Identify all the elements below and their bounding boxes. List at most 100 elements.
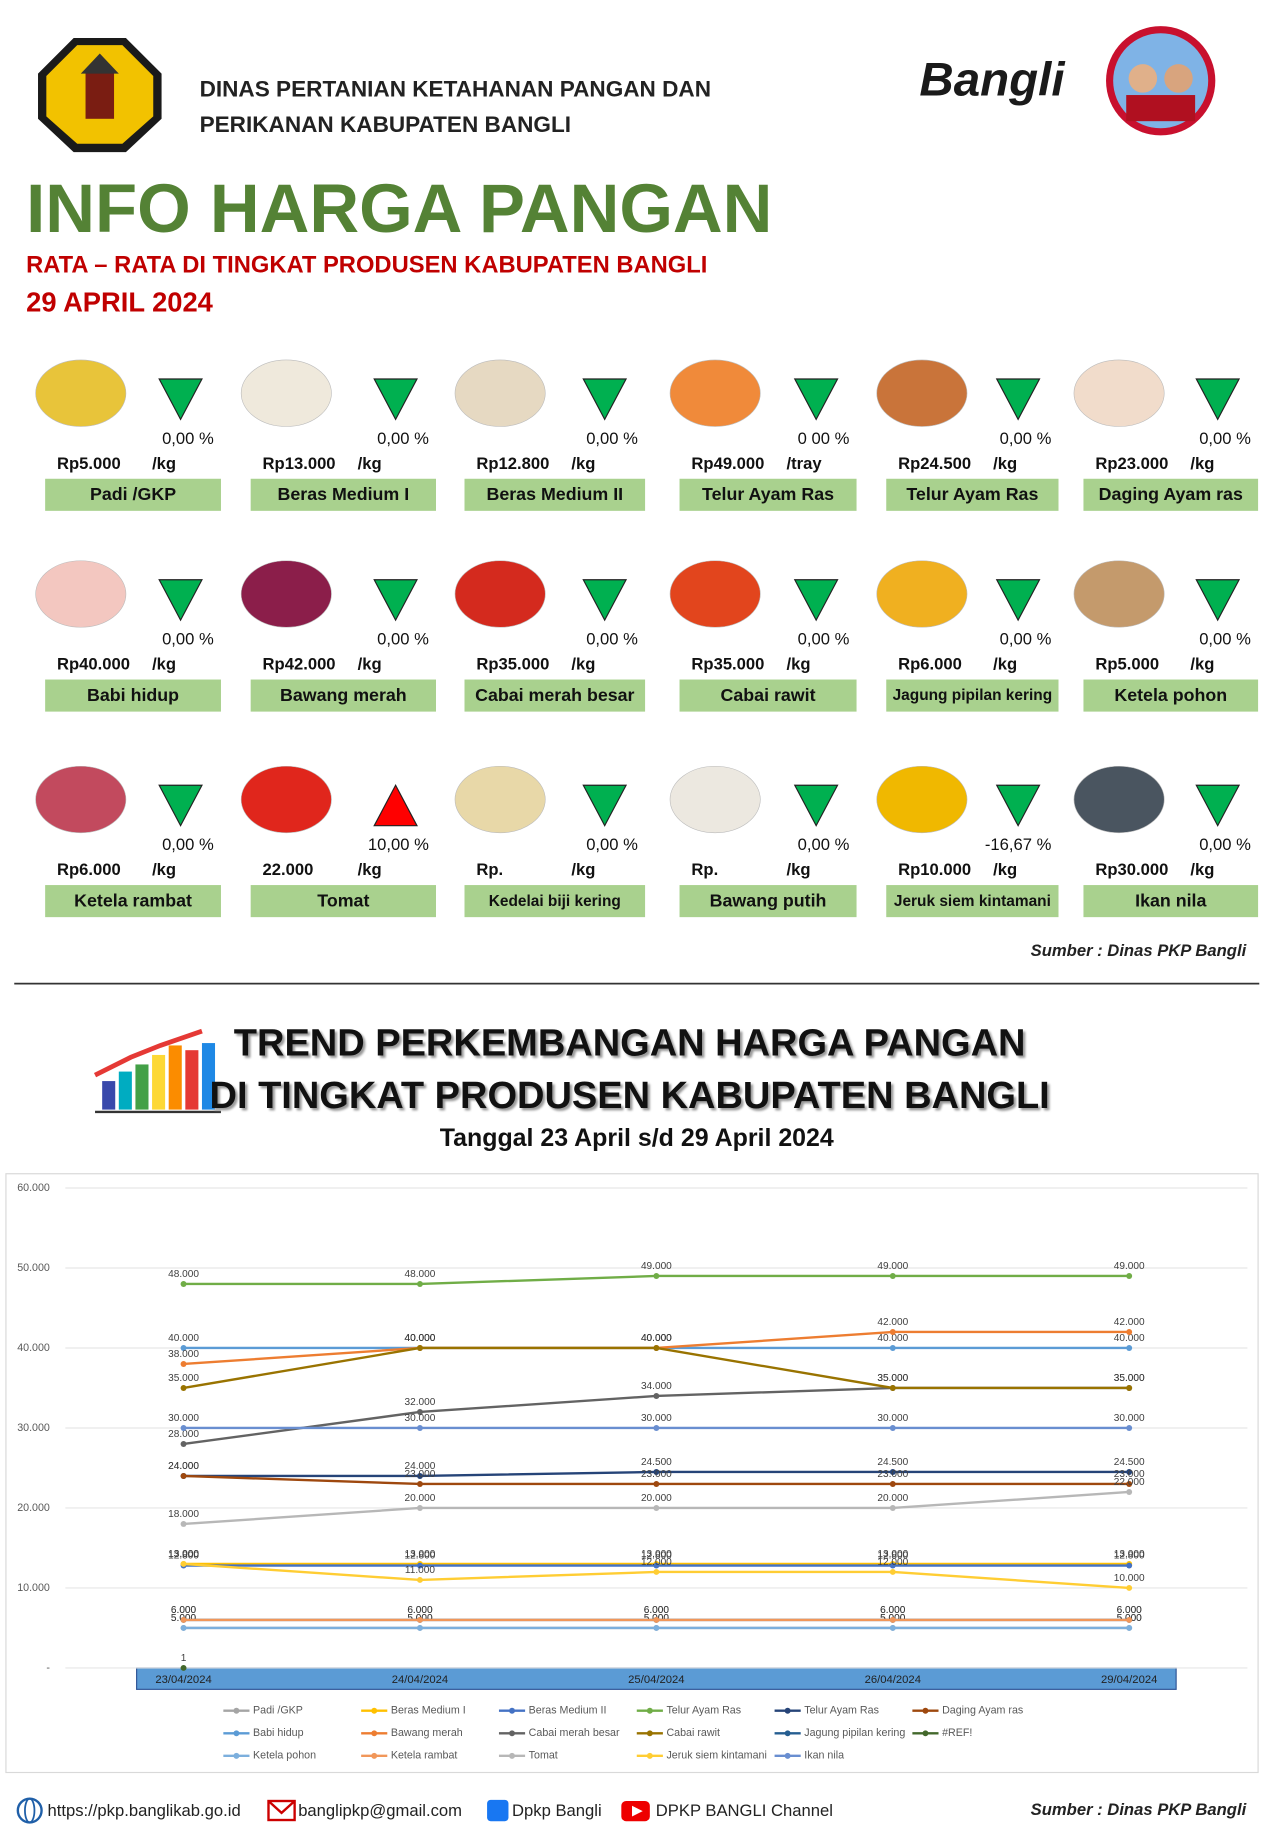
data-label: 12.800 bbox=[877, 1551, 908, 1562]
trend-title: TREND PERKEMBANGAN HARGA PANGAN bbox=[234, 1022, 1026, 1064]
item-name: Ikan nila bbox=[1135, 890, 1207, 910]
data-point bbox=[1126, 1584, 1133, 1591]
data-point bbox=[889, 1345, 896, 1351]
price: Rp35.000 bbox=[476, 655, 549, 674]
legend-marker bbox=[646, 1730, 653, 1737]
food-photo bbox=[35, 765, 127, 834]
data-label: 6.000 bbox=[644, 1605, 670, 1616]
trend-down-arrow bbox=[373, 378, 418, 421]
data-label: 30.000 bbox=[877, 1413, 908, 1424]
legend-label: Cabai merah besar bbox=[529, 1727, 620, 1739]
trend-down-arrow bbox=[793, 378, 839, 421]
data-label: 6.000 bbox=[407, 1605, 433, 1616]
food-photo bbox=[240, 359, 332, 427]
item-name: Jeruk siem kintamani bbox=[894, 893, 1051, 910]
trend-down-arrow bbox=[995, 579, 1041, 622]
agency-name: DINAS PERTANIAN KETAHANAN PANGAN DAN bbox=[200, 76, 711, 101]
price-unit: /kg bbox=[1190, 655, 1214, 674]
data-label: 40.000 bbox=[168, 1333, 199, 1344]
item-name-bar bbox=[1083, 679, 1259, 712]
data-point bbox=[416, 1562, 423, 1569]
food-photo bbox=[669, 560, 761, 628]
data-point bbox=[1126, 1481, 1133, 1487]
officials-photo bbox=[1106, 26, 1216, 136]
data-point bbox=[653, 1273, 660, 1279]
price: Rp49.000 bbox=[691, 454, 764, 473]
food-photo bbox=[35, 359, 127, 427]
data-point bbox=[653, 1504, 660, 1511]
item-name-bar bbox=[886, 679, 1059, 712]
data-label: 6.000 bbox=[171, 1605, 197, 1616]
x-tick-label: 25/04/2024 bbox=[628, 1674, 684, 1686]
price-unit: /kg bbox=[358, 860, 382, 879]
data-label: 49.000 bbox=[1114, 1261, 1145, 1272]
trend-down-arrow bbox=[582, 784, 628, 827]
data-point bbox=[1126, 1329, 1133, 1335]
main-title: INFO HARGA PANGAN bbox=[26, 170, 772, 247]
data-label: 35.000 bbox=[1114, 1373, 1145, 1384]
price-change: 0,00 % bbox=[162, 630, 214, 649]
item-name: Cabai rawit bbox=[721, 685, 816, 705]
data-label: 28.000 bbox=[168, 1429, 199, 1440]
data-point bbox=[180, 1616, 187, 1623]
y-tick-label: 10.000 bbox=[17, 1582, 50, 1594]
data-point bbox=[416, 1624, 423, 1631]
item-name: Tomat bbox=[317, 890, 369, 910]
item-name: Beras Medium I bbox=[278, 484, 410, 504]
data-point bbox=[1126, 1616, 1133, 1623]
data-label: 20.000 bbox=[641, 1493, 672, 1504]
legend-marker bbox=[233, 1752, 240, 1759]
data-point bbox=[889, 1329, 896, 1335]
item-name-bar bbox=[250, 478, 436, 511]
data-label: 6.000 bbox=[171, 1605, 197, 1616]
data-point bbox=[416, 1504, 423, 1511]
data-point bbox=[1126, 1345, 1133, 1351]
trend-down-arrow bbox=[995, 378, 1041, 421]
data-label: 24.500 bbox=[877, 1457, 908, 1468]
data-label: 20.000 bbox=[877, 1493, 908, 1504]
price-change: 0,00 % bbox=[1199, 835, 1251, 854]
data-point bbox=[180, 1520, 187, 1527]
item-name-bar bbox=[464, 679, 646, 712]
food-photo bbox=[876, 359, 968, 427]
data-label: 40.000 bbox=[641, 1333, 672, 1344]
data-label: 12.800 bbox=[405, 1551, 436, 1562]
legend-marker bbox=[371, 1752, 378, 1759]
item-name: Ketela pohon bbox=[1114, 685, 1227, 705]
data-point bbox=[416, 1345, 423, 1351]
legend-label: Daging Ayam ras bbox=[942, 1705, 1023, 1717]
x-tick-label: 23/04/2024 bbox=[155, 1674, 211, 1686]
data-label: 49.000 bbox=[877, 1261, 908, 1272]
data-point bbox=[416, 1616, 423, 1623]
legend-label: Telur Ayam Ras bbox=[804, 1705, 879, 1717]
data-label: 34.000 bbox=[641, 1381, 672, 1392]
price-change: 0,00 % bbox=[798, 630, 850, 649]
item-name: Ketela rambat bbox=[74, 890, 192, 910]
item-name: Kedelai biji kering bbox=[489, 893, 621, 910]
price: Rp12.800 bbox=[476, 454, 549, 473]
agency-name: PERIKANAN KABUPATEN BANGLI bbox=[200, 112, 571, 137]
price-unit: /kg bbox=[571, 655, 595, 674]
data-label: 22.000 bbox=[1114, 1477, 1145, 1488]
legend-marker bbox=[233, 1707, 240, 1714]
item-name-bar bbox=[45, 679, 221, 712]
x-tick-label: 26/04/2024 bbox=[865, 1674, 921, 1686]
data-point bbox=[180, 1473, 187, 1479]
data-point bbox=[653, 1469, 660, 1475]
data-label: 12.000 bbox=[877, 1557, 908, 1568]
data-point bbox=[653, 1624, 660, 1631]
data-label: 40.000 bbox=[405, 1333, 436, 1344]
item-name-bar bbox=[464, 478, 646, 511]
data-point bbox=[653, 1568, 660, 1575]
price: Rp42.000 bbox=[263, 655, 336, 674]
trend-down-arrow bbox=[158, 378, 203, 421]
data-point bbox=[1126, 1385, 1133, 1391]
email: banglipkp@gmail.com bbox=[298, 1801, 462, 1820]
legend-marker bbox=[646, 1707, 653, 1714]
food-photo bbox=[669, 765, 761, 834]
food-photo bbox=[1073, 765, 1165, 834]
price-unit: /kg bbox=[1190, 454, 1214, 473]
data-label: 6.000 bbox=[880, 1605, 906, 1616]
price-unit: /kg bbox=[358, 655, 382, 674]
